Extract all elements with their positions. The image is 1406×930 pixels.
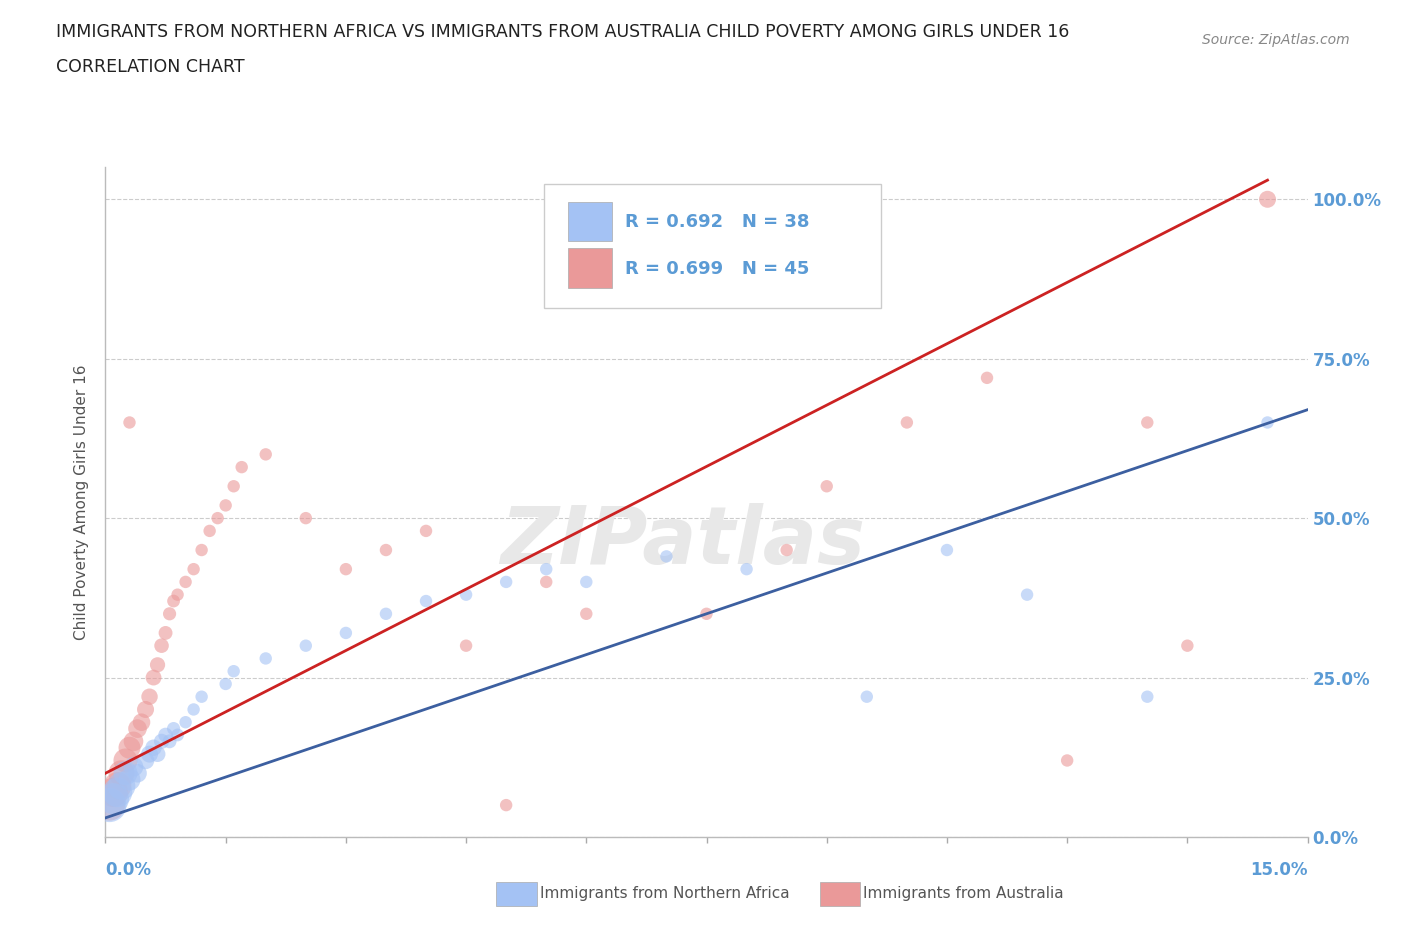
Point [162,593,184,608]
Point [198,524,221,538]
Point [118,740,141,755]
Point [456,587,478,602]
Point [122,734,145,749]
Point [183,562,205,577]
Point [166,587,188,602]
Point [110,778,132,793]
Point [159,606,181,621]
Point [150,638,173,653]
Point [127,765,149,780]
Text: 15.0%: 15.0% [1250,860,1308,879]
Point [183,702,205,717]
Point [254,447,277,462]
Point [159,734,181,749]
Point [127,721,149,736]
Point [231,459,253,474]
Point [207,511,229,525]
Point [142,740,165,755]
Point [135,753,157,768]
Point [696,606,718,621]
Point [166,727,188,742]
Point [190,689,212,704]
Point [295,638,318,653]
Point [138,747,160,762]
Y-axis label: Child Poverty Among Girls Under 16: Child Poverty Among Girls Under 16 [75,365,90,640]
Point [1136,689,1159,704]
Point [1136,415,1159,430]
Point [103,785,125,800]
Point [415,593,437,608]
Point [98,798,121,813]
Point [936,542,959,557]
FancyBboxPatch shape [568,248,612,288]
Text: Immigrants from Australia: Immigrants from Australia [863,886,1064,901]
Point [335,626,357,641]
Point [174,715,197,730]
Point [222,664,245,679]
Point [118,772,141,787]
Point [1175,638,1198,653]
Point [146,747,169,762]
Point [495,575,517,590]
Point [190,542,212,557]
Point [776,542,799,557]
Point [138,689,160,704]
Point [118,415,141,430]
Point [1015,587,1038,602]
Text: CORRELATION CHART: CORRELATION CHART [56,58,245,75]
Point [575,575,598,590]
Text: R = 0.692   N = 38: R = 0.692 N = 38 [624,213,810,231]
Point [174,575,197,590]
Point [155,626,177,641]
Point [374,606,398,621]
Point [575,606,598,621]
Point [135,702,157,717]
Point [855,689,877,704]
Point [114,753,136,768]
Point [214,498,236,512]
Point [295,511,318,525]
Point [162,721,184,736]
Point [254,651,277,666]
Point [1257,415,1279,430]
Point [1257,192,1279,206]
Point [103,791,125,806]
Point [415,524,437,538]
Text: 0.0%: 0.0% [105,860,152,879]
Point [98,798,121,813]
Text: IMMIGRANTS FROM NORTHERN AFRICA VS IMMIGRANTS FROM AUSTRALIA CHILD POVERTY AMONG: IMMIGRANTS FROM NORTHERN AFRICA VS IMMIG… [56,23,1070,41]
Point [815,479,838,494]
Text: R = 0.699   N = 45: R = 0.699 N = 45 [624,259,808,277]
Point [534,562,557,577]
Point [456,638,478,653]
Point [155,727,177,742]
Point [214,676,236,691]
FancyBboxPatch shape [568,202,612,241]
Point [107,785,129,800]
Point [735,562,758,577]
Point [114,765,136,780]
Text: Immigrants from Northern Africa: Immigrants from Northern Africa [540,886,790,901]
Point [146,658,169,672]
Point [335,562,357,577]
Point [222,479,245,494]
Point [122,760,145,775]
Point [150,734,173,749]
Point [1056,753,1078,768]
Point [142,671,165,685]
Point [976,370,998,385]
Text: ZIPatlas: ZIPatlas [501,503,865,581]
Point [107,778,129,793]
Point [131,715,153,730]
FancyBboxPatch shape [544,184,880,308]
Point [495,798,517,813]
Point [534,575,557,590]
Point [374,542,398,557]
Point [110,765,132,780]
Point [655,549,678,564]
Text: Source: ZipAtlas.com: Source: ZipAtlas.com [1202,33,1350,46]
Point [896,415,918,430]
